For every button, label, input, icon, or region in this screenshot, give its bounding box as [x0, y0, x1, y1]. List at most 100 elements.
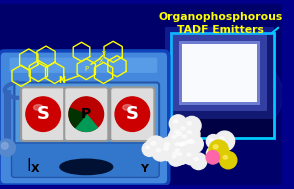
Circle shape	[183, 149, 199, 165]
Circle shape	[215, 131, 235, 151]
Ellipse shape	[210, 139, 213, 141]
Text: Y: Y	[140, 164, 148, 174]
Ellipse shape	[194, 158, 198, 161]
Circle shape	[170, 125, 189, 143]
Ellipse shape	[186, 140, 190, 143]
FancyBboxPatch shape	[21, 87, 65, 141]
Ellipse shape	[176, 56, 274, 134]
Circle shape	[171, 138, 187, 154]
Ellipse shape	[173, 152, 178, 155]
Circle shape	[152, 144, 169, 161]
Circle shape	[206, 135, 220, 148]
Circle shape	[174, 138, 190, 153]
Ellipse shape	[187, 153, 191, 156]
Ellipse shape	[182, 135, 187, 138]
Circle shape	[26, 97, 60, 131]
Circle shape	[169, 115, 187, 132]
Ellipse shape	[188, 139, 193, 143]
Circle shape	[174, 148, 190, 164]
Circle shape	[159, 141, 178, 161]
FancyBboxPatch shape	[0, 51, 169, 185]
Ellipse shape	[176, 149, 179, 151]
Ellipse shape	[172, 135, 176, 138]
FancyBboxPatch shape	[173, 35, 267, 111]
Circle shape	[190, 153, 207, 170]
Circle shape	[183, 116, 201, 135]
Ellipse shape	[60, 159, 113, 175]
Ellipse shape	[220, 137, 225, 140]
Circle shape	[184, 135, 201, 152]
Circle shape	[177, 122, 194, 139]
Circle shape	[172, 145, 187, 159]
Text: X: X	[31, 164, 40, 174]
Ellipse shape	[178, 153, 182, 156]
Circle shape	[160, 137, 179, 157]
Ellipse shape	[164, 147, 168, 150]
Ellipse shape	[185, 63, 265, 127]
Circle shape	[206, 146, 223, 163]
Ellipse shape	[175, 143, 179, 146]
Text: Y: Y	[101, 51, 106, 57]
Circle shape	[177, 136, 195, 155]
Ellipse shape	[211, 150, 215, 153]
Ellipse shape	[146, 146, 149, 149]
Wedge shape	[75, 114, 97, 131]
Ellipse shape	[181, 127, 185, 130]
Circle shape	[146, 136, 166, 156]
Wedge shape	[69, 108, 86, 127]
Ellipse shape	[177, 132, 182, 136]
Ellipse shape	[168, 50, 283, 141]
Ellipse shape	[175, 130, 179, 133]
Circle shape	[178, 139, 192, 153]
Text: S: S	[126, 105, 139, 123]
Circle shape	[183, 126, 200, 143]
Circle shape	[171, 126, 192, 147]
Ellipse shape	[34, 105, 43, 110]
Circle shape	[168, 130, 185, 147]
Ellipse shape	[181, 142, 186, 145]
Ellipse shape	[178, 143, 182, 145]
Circle shape	[168, 151, 183, 166]
Text: P: P	[81, 107, 91, 121]
Ellipse shape	[179, 143, 183, 146]
FancyBboxPatch shape	[11, 143, 159, 177]
FancyBboxPatch shape	[10, 58, 157, 73]
Text: TADF Emitters: TADF Emitters	[177, 25, 264, 35]
Bar	[4, 90, 11, 148]
FancyBboxPatch shape	[179, 41, 260, 105]
Ellipse shape	[213, 145, 218, 149]
Circle shape	[0, 139, 15, 156]
Circle shape	[175, 139, 191, 155]
Text: X: X	[98, 58, 103, 64]
Ellipse shape	[151, 142, 156, 145]
Circle shape	[209, 140, 228, 159]
FancyBboxPatch shape	[14, 83, 159, 146]
Circle shape	[206, 151, 220, 164]
Circle shape	[186, 135, 203, 153]
Circle shape	[181, 136, 198, 153]
Ellipse shape	[181, 143, 185, 145]
Ellipse shape	[123, 105, 132, 110]
Circle shape	[220, 152, 237, 169]
Ellipse shape	[165, 143, 170, 146]
Circle shape	[178, 130, 196, 148]
Circle shape	[69, 97, 103, 131]
Text: Organophosphorous: Organophosphorous	[158, 12, 283, 22]
Ellipse shape	[187, 122, 192, 125]
Ellipse shape	[156, 149, 161, 152]
Circle shape	[142, 142, 157, 156]
Text: N: N	[58, 76, 65, 85]
FancyBboxPatch shape	[110, 87, 154, 141]
Circle shape	[1, 143, 8, 149]
Ellipse shape	[174, 120, 178, 123]
FancyBboxPatch shape	[171, 33, 274, 138]
Text: |: |	[26, 157, 31, 170]
FancyBboxPatch shape	[64, 87, 108, 141]
Ellipse shape	[223, 156, 228, 159]
FancyBboxPatch shape	[165, 27, 274, 119]
Circle shape	[115, 97, 150, 131]
Text: P: P	[84, 66, 88, 72]
Ellipse shape	[187, 131, 191, 134]
Ellipse shape	[172, 155, 176, 158]
Circle shape	[168, 146, 188, 165]
